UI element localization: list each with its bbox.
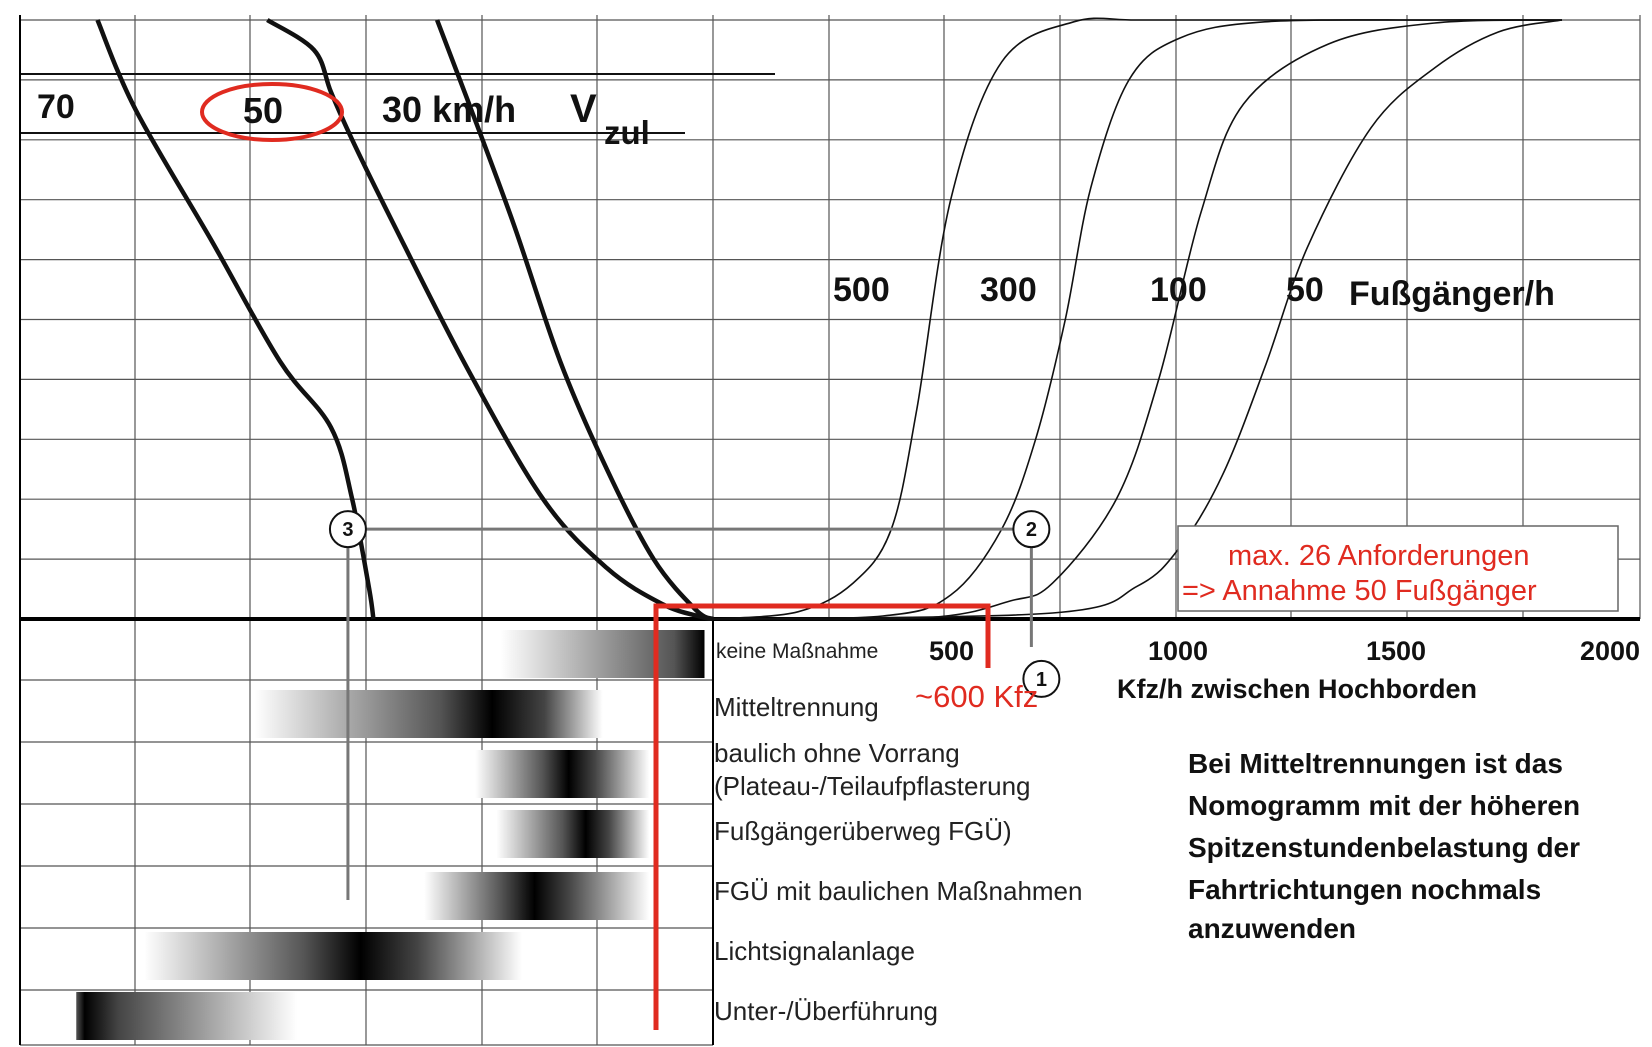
pedestrian-label-300: 300 (980, 271, 1037, 309)
speed-label-70: 70 (37, 88, 75, 126)
pedestrian-curve-100 (712, 19, 1563, 621)
pedestrian-label-500: 500 (833, 271, 890, 309)
estimate-outline (653, 603, 991, 1030)
measure-label-keine: keine Maßnahme (716, 640, 878, 663)
marker-circle-1 (1022, 659, 1061, 698)
x-tick-2000: 2000 (1580, 636, 1640, 666)
speed-curve-30 (434, 19, 715, 622)
measure-label-fgue: Fußgängerüberweg FGÜ) (714, 816, 1012, 846)
x-axis-label: Kfz/h zwischen Hochborden (1117, 674, 1477, 704)
measure-bar (496, 810, 650, 858)
pedestrian-curve-50 (712, 19, 1563, 620)
measure-label-baulich-line2: (Plateau-/Teilaufpflasterung (714, 771, 1031, 801)
measure-label-baulich: baulich ohne Vorrang (714, 738, 960, 768)
speed-label-30: 30 km/h (382, 89, 516, 130)
annotation-line1: max. 26 Anforderungen (1228, 540, 1529, 572)
measure-bar (254, 690, 603, 738)
measure-label-mitteltrennung: Mitteltrennung (714, 692, 879, 722)
marker-circle-2 (1012, 510, 1051, 549)
measure-bars (76, 630, 705, 1040)
annotation-line2: => Annahme 50 Fußgänger (1182, 575, 1537, 607)
marker-label-1: 1 (1036, 669, 1047, 691)
measure-bar (475, 750, 650, 798)
measure-bar (500, 630, 705, 678)
note-line-2: Nomogramm mit der höheren (1188, 790, 1580, 821)
x-tick-1500: 1500 (1366, 636, 1426, 666)
measure-label-unterfuehrung: Unter-/Überführung (714, 996, 938, 1026)
pedestrian-label-100: 100 (1150, 271, 1207, 309)
marker-label-3: 3 (342, 519, 353, 541)
speed-axis-symbol: V (570, 87, 597, 131)
x-tick-500: 500 (929, 636, 974, 666)
measure-bar (144, 932, 522, 980)
speed-axis-subscript: zul (604, 114, 650, 151)
kfz-estimate-label: ~600 Kfz (915, 679, 1038, 714)
measure-bar (76, 992, 297, 1040)
note-line-1: Bei Mitteltrennungen ist das (1188, 748, 1563, 779)
measure-label-fgue-bauliche: FGÜ mit baulichen Maßnahmen (714, 876, 1082, 906)
markers: 3 2 1 (328, 510, 1061, 900)
marker-circle-3 (328, 510, 367, 549)
pedestrian-curve-300 (712, 19, 1563, 620)
note-line-5: anzuwenden (1188, 913, 1356, 944)
highlight-ellipse (200, 82, 344, 142)
measure-label-lsa: Lichtsignalanlage (714, 936, 915, 966)
speed-curve-70 (95, 19, 376, 620)
x-tick-1000: 1000 (1148, 636, 1208, 666)
annotation-box (1177, 525, 1619, 612)
measure-bar (424, 872, 650, 920)
pedestrian-label-50: 50 (1286, 271, 1324, 309)
marker-label-2: 2 (1026, 519, 1037, 541)
speed-label-50: 50 (243, 90, 283, 131)
note-line-3: Spitzenstundenbelastung der (1188, 832, 1580, 863)
note-line-4: Fahrtrichtungen nochmals (1188, 874, 1541, 905)
pedestrian-unit-label: Fußgänger/h (1349, 275, 1555, 313)
curves (95, 17, 1563, 622)
